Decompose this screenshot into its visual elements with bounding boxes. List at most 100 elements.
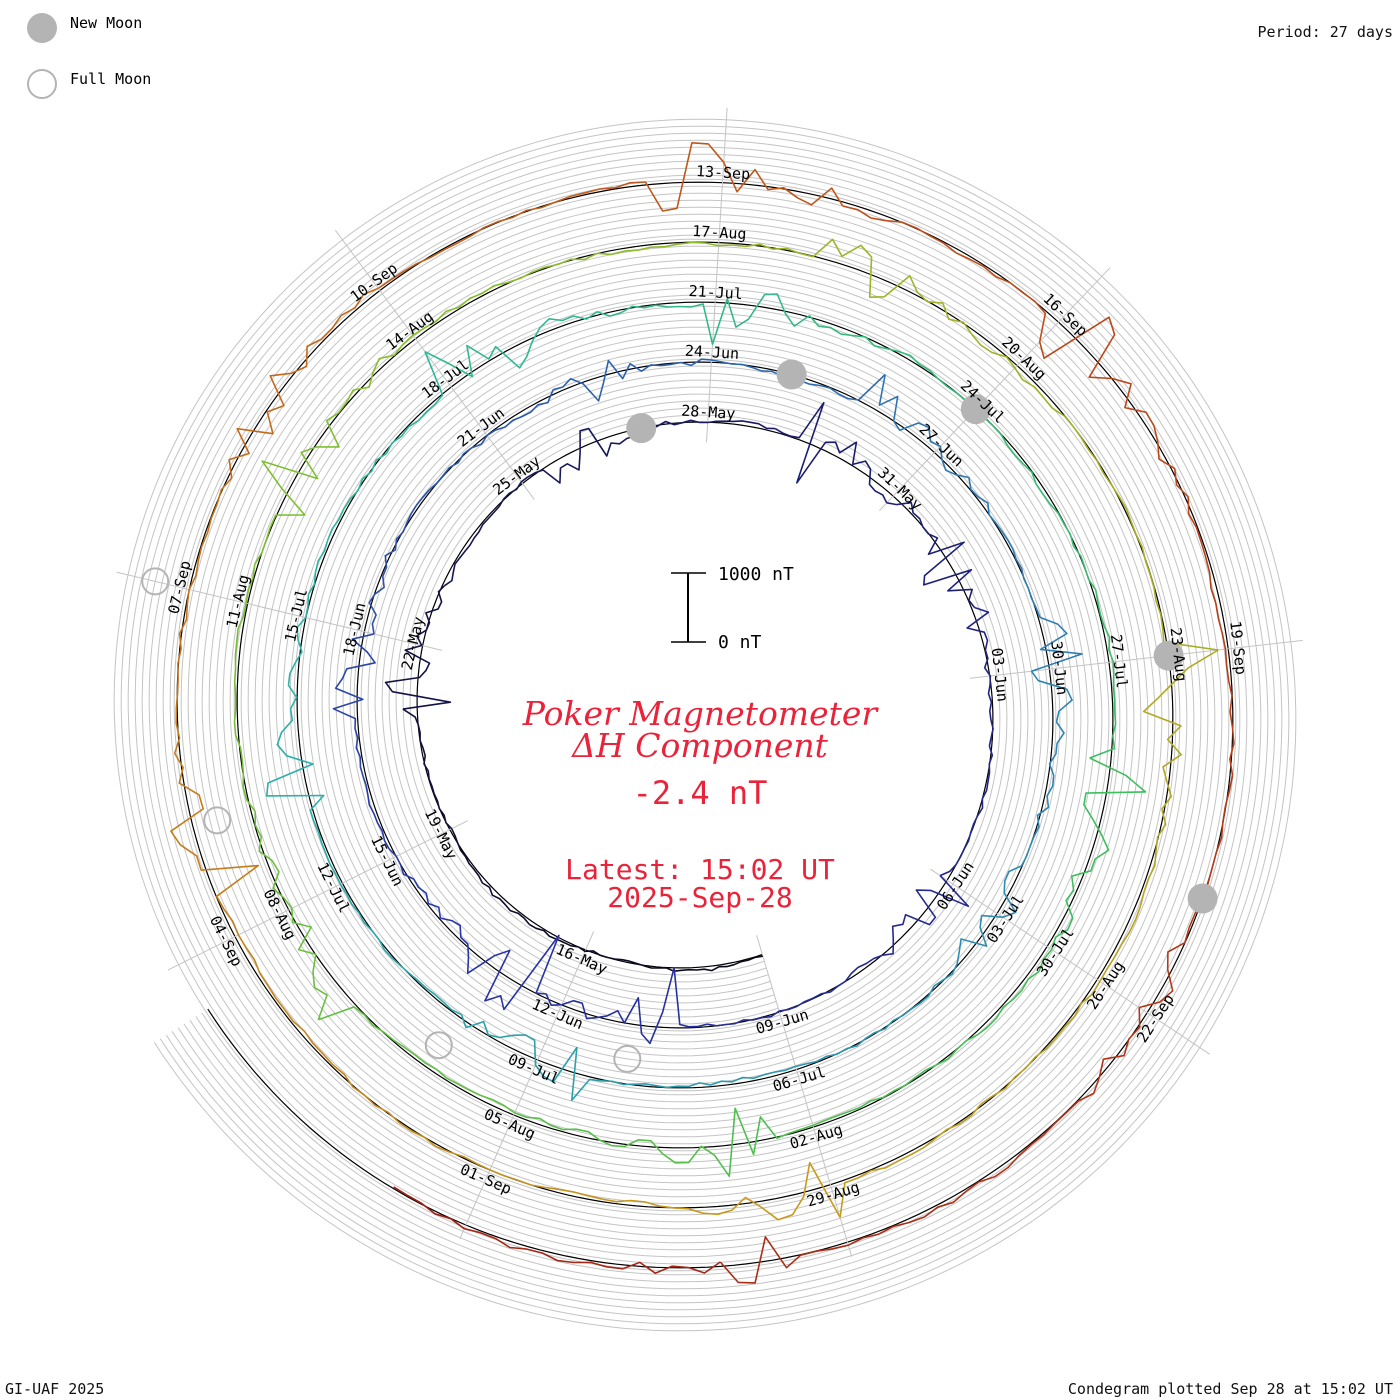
grid-spiral-ring [127, 132, 1283, 1318]
trace-segment [368, 489, 430, 635]
date-label: 09-Jul [505, 1050, 562, 1088]
trace-segment [808, 315, 977, 409]
trace-segment [254, 811, 328, 1021]
scale-bar-bottom-label: 0 nT [718, 632, 762, 653]
trace-segment [988, 514, 1083, 672]
trace-segment [643, 955, 763, 972]
trace-segment [528, 923, 645, 967]
new-moon-marker [626, 413, 657, 444]
trace-segment [942, 836, 1035, 981]
full-moon-marker [141, 567, 170, 596]
trace-segment [886, 501, 976, 608]
grid-spoke [969, 639, 1303, 679]
full-moon-legend-icon [27, 69, 57, 99]
trace-segment [287, 528, 333, 710]
trace-segment [337, 281, 508, 414]
trace-segment [233, 603, 256, 812]
trace-segment [402, 708, 453, 830]
trace-segment [393, 1186, 465, 1230]
trace-segment [228, 287, 379, 479]
new-moon-marker [1153, 640, 1184, 671]
trace-segment [641, 419, 776, 431]
trace-segment [839, 1067, 1027, 1218]
trace-segment [424, 311, 622, 378]
trace-segment [520, 427, 642, 484]
date-label: 05-Aug [481, 1105, 538, 1143]
trace-segment [428, 389, 554, 491]
trace-segment [719, 1190, 967, 1284]
trace-segment [1142, 649, 1219, 879]
latest-time: Latest: 15:02 UT [565, 853, 835, 886]
full-moon-marker [424, 1031, 453, 1060]
legend: New Moon Full Moon [27, 13, 151, 99]
trace-segment [1038, 316, 1198, 528]
trace-segment [707, 980, 846, 1027]
trace-segment [965, 1007, 1141, 1193]
trace-segment [939, 745, 994, 877]
trace-layer [170, 142, 1235, 1284]
trace-segment [878, 374, 990, 515]
date-label: 16-May [553, 940, 610, 978]
trace-segment [514, 1112, 715, 1164]
trace-segment [1195, 527, 1235, 776]
trace-segment [599, 142, 844, 212]
trace-segment [237, 934, 389, 1114]
trace-segment [318, 1006, 516, 1114]
trace-segment [339, 883, 462, 1016]
trace-segment [331, 351, 444, 530]
trace-segment [844, 875, 970, 982]
trace-segment [440, 917, 562, 1011]
trace-segment [774, 401, 888, 504]
trace-segment [718, 238, 928, 303]
full-moon-legend-label: Full Moon [70, 70, 151, 88]
grid-spoke [167, 820, 468, 971]
grid-spoke [930, 868, 1210, 1055]
date-label: 12-Jun [529, 995, 586, 1033]
full-moon-marker [613, 1044, 642, 1073]
trace-segment [966, 606, 994, 747]
grid-spiral-ring [148, 153, 1262, 1297]
scale-bar-top-label: 1000 nT [718, 564, 794, 585]
new-moon-legend-icon [27, 13, 57, 43]
new-moon-legend-label: New Moon [70, 14, 142, 32]
grid-spoke [879, 267, 1111, 511]
new-moon-marker [1187, 883, 1218, 914]
trace-segment [601, 1161, 841, 1221]
trace-segment [450, 828, 530, 925]
title-block: Poker Magnetometer ΔH Component -2.4 nT … [0, 694, 1400, 912]
trace-segment [842, 205, 1047, 342]
trace-segment [245, 412, 340, 604]
trace-segment [377, 188, 601, 290]
current-value: -2.4 nT [632, 774, 768, 812]
trace-segment [464, 1227, 721, 1274]
grid-spiral-ring [169, 174, 1241, 1276]
plotted-timestamp: Condegram plotted Sep 28 at 15:02 UT [1067, 1380, 1393, 1398]
scale-bar: 1000 nT 0 nT [671, 564, 794, 653]
moon-layer [141, 359, 1218, 1073]
trace-segment [1050, 757, 1147, 950]
trace-segment [1084, 567, 1117, 759]
chart-title: Poker Magnetometer [522, 694, 878, 733]
new-moon-marker [960, 394, 991, 425]
trace-segment [387, 1111, 603, 1200]
trace-segment [1025, 878, 1150, 1069]
grid-spiral-ring [113, 118, 1297, 1332]
date-label: 17-Aug [692, 222, 747, 243]
new-moon-marker [776, 359, 807, 390]
grid-spiral-ring [162, 167, 1248, 1283]
trace-segment [332, 633, 376, 786]
trace-segment [266, 708, 342, 885]
full-moon-marker [203, 806, 232, 835]
trace-segment [622, 1065, 796, 1089]
date-label: 01-Sep [457, 1160, 514, 1198]
trace-segment [460, 1014, 623, 1101]
trace-segment [561, 967, 708, 1045]
grid-spiral-ring [155, 160, 1255, 1290]
trace-segment [444, 481, 522, 587]
trace-segment [795, 979, 944, 1068]
trace-segment [175, 477, 233, 709]
trace-segment [975, 407, 1086, 568]
grid-spoke [459, 931, 595, 1239]
